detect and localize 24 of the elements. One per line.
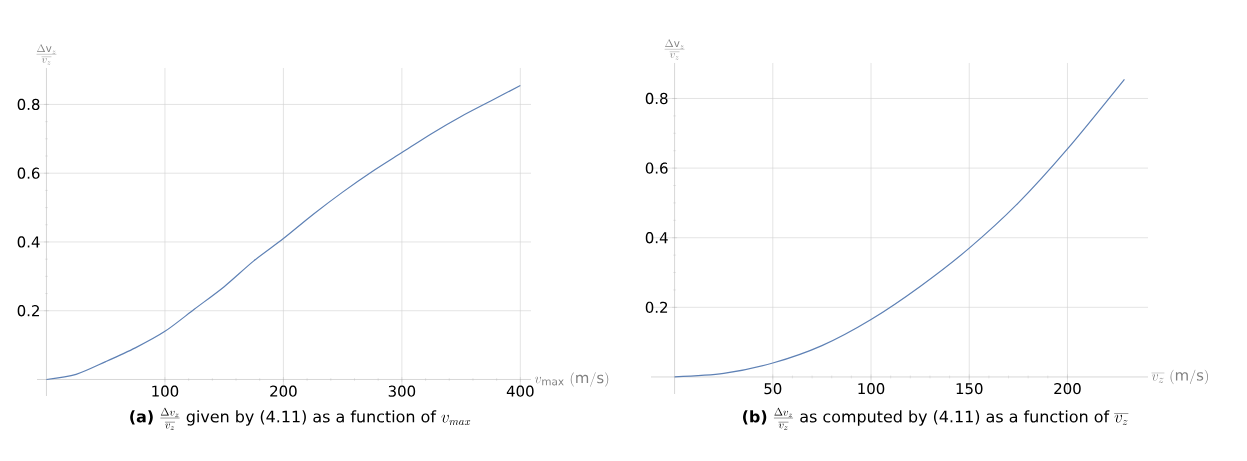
y-axis-title: $\frac{\Delta \mathrm{v}_z}{\overline{v_z}}$: [36, 44, 57, 65]
x-tick-label: 200: [1054, 382, 1081, 395]
text: $\textbf{(b)}\ \frac{\Delta v_z}{\overline{v_z}}\ \mbox{as computed by (4.11) as a function of}\ \overline{v_z}$: [743, 407, 1129, 430]
x-tick-label: 100: [858, 382, 885, 395]
y-tick-label: 0.4: [17, 236, 40, 248]
line-series: [673, 78, 1126, 378]
x-axis-title: $\overline{v_z}\ \mathrm{(m/s)}$: [1151, 369, 1208, 385]
x-tick-label: 200: [270, 385, 297, 397]
y-tick-label: 0.6: [645, 162, 668, 174]
y-tick-label: 0.8: [17, 98, 40, 111]
y-tick-label: 0.2: [17, 305, 39, 317]
y-tick-label: 0.2: [645, 301, 668, 313]
y-tick-label: 0.6: [17, 167, 40, 179]
y-axis-title: $\frac{\Delta \mathrm{v}_z}{\overline{v_z}}$: [664, 39, 685, 60]
x-tick-label: 300: [388, 385, 416, 397]
line-series: [45, 84, 521, 381]
text: $\textbf{(a)}\ \frac{\Delta v_z}{\overline{v_z}}\ \mbox{given by (4.11) as a function of}\ v_{max}$: [130, 407, 471, 430]
y-tick-label: 0.8: [645, 92, 668, 105]
x-axis-title: $v_{\mathrm{max}}\ \mathrm{(m/s)}$: [534, 372, 609, 387]
x-tick-label: 50: [764, 382, 782, 395]
x-tick-label: 100: [152, 385, 179, 397]
x-tick-label: 150: [956, 382, 983, 395]
x-tick-label: 400: [506, 385, 534, 397]
y-tick-label: 0.4: [645, 232, 668, 244]
